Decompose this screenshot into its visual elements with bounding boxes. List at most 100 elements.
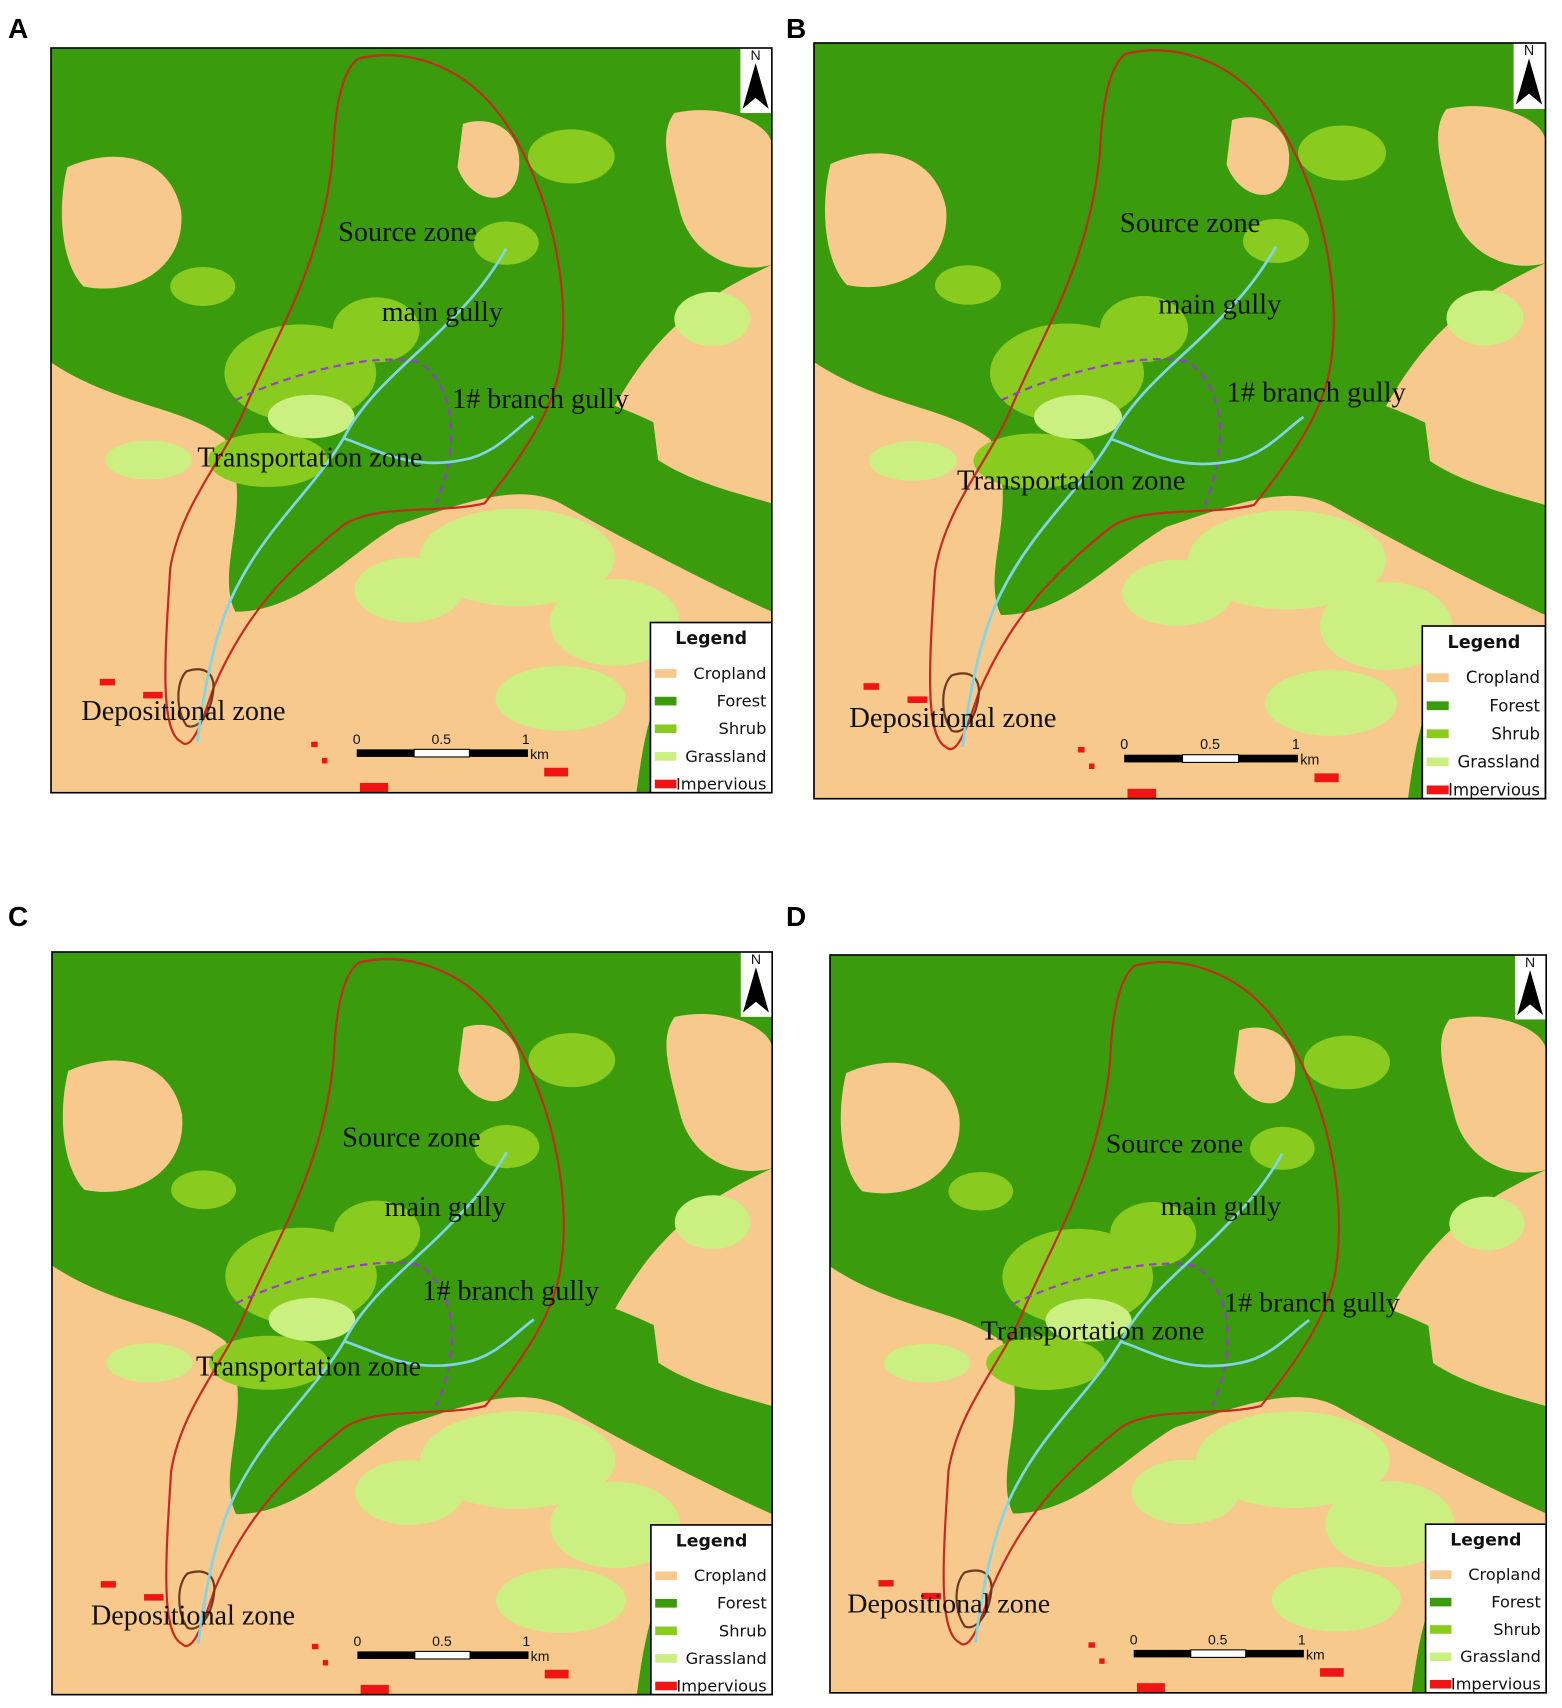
grassland-patch xyxy=(495,665,626,731)
impervious-patch xyxy=(1136,1683,1165,1693)
impervious-patch xyxy=(359,782,389,793)
map-frame xyxy=(50,47,773,794)
zone-label: main gully xyxy=(382,297,503,328)
shrub-patch xyxy=(474,1124,540,1169)
map-frame xyxy=(813,42,1547,800)
grassland-patch xyxy=(1131,1459,1240,1525)
legend-label: Grassland xyxy=(1458,752,1541,771)
scale-label: 0.5 xyxy=(1200,737,1220,753)
legend-swatch xyxy=(655,1681,677,1691)
shrub-patch xyxy=(1002,1228,1154,1326)
scale-label: 1 xyxy=(1292,737,1300,753)
scale-seg xyxy=(413,748,470,758)
legend-box xyxy=(649,621,772,793)
shrub-patch xyxy=(224,324,377,422)
grassland-patch xyxy=(1265,670,1397,736)
grassland-patch xyxy=(1446,290,1524,346)
grassland-patch xyxy=(355,1460,464,1525)
impervious-patch xyxy=(544,1669,569,1679)
legend-box xyxy=(1421,625,1546,799)
cropland-patch xyxy=(1427,1308,1547,1407)
zone-label: Source zone xyxy=(1120,208,1261,239)
legend-swatch xyxy=(654,669,677,678)
depositional-boundary xyxy=(942,672,981,733)
cropland-patch xyxy=(457,121,520,198)
shrub-patch xyxy=(170,266,236,306)
depositional-boundary xyxy=(178,1570,216,1630)
scale-seg xyxy=(356,749,415,757)
main-gully xyxy=(195,247,508,742)
legend-swatch xyxy=(654,752,677,761)
main-gully xyxy=(961,245,1278,748)
zone-label: Transportation zone xyxy=(197,442,422,473)
map-panel: Source zone main gully 1# branch gully Tran… xyxy=(813,42,1547,800)
impervious-patch xyxy=(1127,788,1157,799)
zone-label: Transportation zone xyxy=(957,466,1185,497)
panel-letter: C xyxy=(8,901,28,932)
cropland-patch xyxy=(666,1013,773,1171)
north-label: N xyxy=(1524,43,1534,59)
legend-label: Shrub xyxy=(1491,724,1540,743)
shrub-patch xyxy=(209,1335,329,1390)
legend-title: Legend xyxy=(675,629,747,649)
zone-label: 1# branch gully xyxy=(1227,378,1407,409)
legend-label: Cropland xyxy=(693,664,766,683)
map-body: Source zone main gully 1# branch gully Tran… xyxy=(814,43,1546,799)
legend-swatch xyxy=(1426,757,1449,767)
shrub-patch xyxy=(473,221,539,265)
watershed-boundary xyxy=(928,49,1335,751)
shrub-patch xyxy=(1243,219,1309,263)
grassland-patch xyxy=(1325,1481,1455,1568)
map-body: Source zone main gully 1# branch gully Tran… xyxy=(830,955,1547,1693)
grassland-patch xyxy=(550,1481,681,1569)
legend-swatch xyxy=(1429,1570,1452,1579)
scale-seg xyxy=(1238,754,1298,763)
shrub-patch xyxy=(208,432,328,488)
main-gully xyxy=(974,1153,1284,1643)
cropland-patch xyxy=(1424,404,1546,505)
shrub-patch xyxy=(1110,1202,1197,1267)
scale-label: 0 xyxy=(353,731,361,747)
scale-label: 1 xyxy=(522,731,530,747)
grassland-patch xyxy=(883,1343,971,1383)
branch-gully xyxy=(1110,415,1305,466)
cropland-patch xyxy=(652,404,772,504)
scale-label: 0 xyxy=(1130,1632,1138,1648)
main-gully xyxy=(196,1151,509,1645)
grassland-patch xyxy=(674,291,751,347)
cropland-patch xyxy=(840,1062,960,1194)
scale-unit: km xyxy=(530,746,549,762)
shrub-patch xyxy=(332,297,420,363)
legend-label: Shrub xyxy=(1493,1620,1541,1639)
map-panel: Source zone main gully 1# branch gully Tran… xyxy=(51,951,774,1696)
shrub-patch xyxy=(973,433,1095,489)
grassland-patch xyxy=(267,394,355,439)
legend-label: Forest xyxy=(1489,696,1540,715)
impervious-patch xyxy=(311,1643,319,1650)
watershed-boundary xyxy=(165,958,565,1647)
scale-seg xyxy=(470,1651,529,1659)
scale-seg xyxy=(1190,1649,1247,1658)
grassland-patch xyxy=(1196,1411,1391,1509)
scale-label: 1 xyxy=(1298,1632,1306,1648)
branch-gully xyxy=(343,415,535,465)
impervious-patch xyxy=(360,1684,389,1695)
transport-boundary xyxy=(235,1261,453,1407)
scale-seg xyxy=(1181,754,1240,763)
scale-unit: km xyxy=(531,1648,550,1664)
panel-letter: B xyxy=(786,13,806,44)
legend-label: Shrub xyxy=(719,1621,767,1640)
branch-gully xyxy=(1120,1319,1311,1368)
impervious-patch xyxy=(143,691,163,699)
legend-label: Forest xyxy=(717,692,767,711)
grassland-patch xyxy=(105,440,192,480)
north-arrow xyxy=(1515,58,1543,105)
legend-swatch xyxy=(1429,1652,1452,1662)
legend-label: Grassland xyxy=(685,747,766,766)
shrub-patch xyxy=(333,1200,421,1266)
legend-label: Forest xyxy=(717,1594,767,1613)
scale-label: 0.5 xyxy=(431,731,451,747)
legend-swatch xyxy=(655,1654,677,1663)
zone-label: Source zone xyxy=(338,217,476,248)
